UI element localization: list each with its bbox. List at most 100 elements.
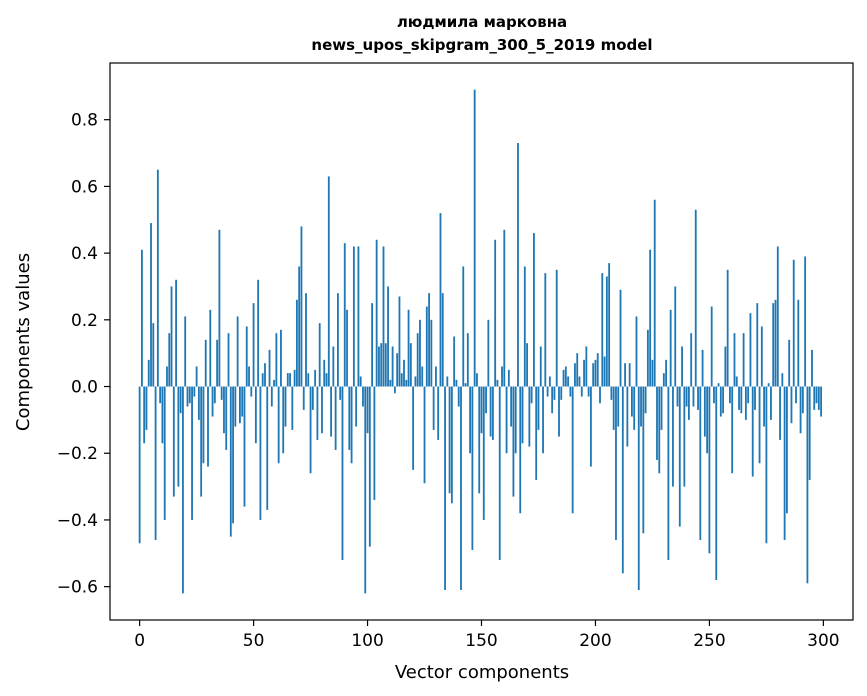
bar xyxy=(665,359,668,387)
bar xyxy=(213,386,216,404)
bar xyxy=(407,309,410,387)
bar xyxy=(605,276,608,387)
bar xyxy=(309,386,312,474)
bar xyxy=(542,386,544,454)
bar xyxy=(491,386,494,440)
bar xyxy=(571,386,574,514)
bar xyxy=(767,383,770,387)
bar xyxy=(245,326,248,387)
bar xyxy=(216,339,219,387)
bar xyxy=(644,386,647,414)
bar xyxy=(792,259,795,387)
bar xyxy=(273,379,276,387)
bar xyxy=(232,386,234,524)
bar xyxy=(450,386,453,504)
bar xyxy=(480,386,483,434)
bar xyxy=(482,386,485,520)
bar xyxy=(293,369,296,387)
bar xyxy=(633,386,636,430)
bar xyxy=(346,309,348,387)
bar xyxy=(785,386,788,514)
bar xyxy=(772,303,775,387)
y-tick-label: −0.2 xyxy=(57,444,98,464)
bar xyxy=(740,386,743,414)
bar xyxy=(699,386,702,540)
bar xyxy=(485,386,487,414)
bar xyxy=(289,373,291,387)
bar xyxy=(560,386,563,400)
bar xyxy=(441,293,444,387)
bar xyxy=(302,386,305,410)
y-axis-label: Components values xyxy=(13,253,34,431)
bar xyxy=(305,293,307,387)
bar xyxy=(476,373,478,387)
bar xyxy=(706,386,709,454)
bar xyxy=(204,339,207,387)
bar xyxy=(143,386,146,444)
bar xyxy=(444,386,446,590)
bar xyxy=(585,346,588,387)
bar xyxy=(806,386,809,584)
bar xyxy=(435,366,437,387)
bar xyxy=(432,386,435,430)
bars-group xyxy=(138,89,822,594)
bar xyxy=(681,346,683,387)
bar xyxy=(569,386,572,397)
bar xyxy=(391,346,394,387)
bar xyxy=(658,386,661,474)
bar xyxy=(779,386,781,440)
chart-subtitle: news_upos_skipgram_300_5_2019 model xyxy=(311,36,652,54)
bar xyxy=(539,346,542,387)
bar xyxy=(141,249,143,387)
bar xyxy=(562,369,565,387)
bar xyxy=(724,346,727,387)
bar xyxy=(662,373,665,387)
bar xyxy=(275,333,278,387)
bar xyxy=(147,359,150,387)
bar xyxy=(553,386,556,400)
bar xyxy=(387,286,389,387)
bar xyxy=(234,386,237,427)
bar xyxy=(701,349,704,387)
bar xyxy=(710,306,713,387)
bar xyxy=(200,386,203,497)
bar xyxy=(674,286,677,387)
x-tick-label: 250 xyxy=(693,631,725,651)
bar xyxy=(316,386,319,440)
bar xyxy=(589,386,592,467)
bar xyxy=(355,386,358,427)
bar xyxy=(592,363,595,387)
bar xyxy=(389,379,392,387)
bar xyxy=(138,386,141,544)
bar xyxy=(533,233,535,387)
bar xyxy=(555,269,558,387)
bar xyxy=(719,386,722,417)
bar xyxy=(742,333,745,387)
bar xyxy=(473,89,476,387)
bar xyxy=(350,386,353,464)
bar xyxy=(455,379,458,387)
bar xyxy=(250,386,253,397)
bar xyxy=(735,376,738,387)
bar xyxy=(220,386,223,400)
bar xyxy=(744,386,747,420)
bar xyxy=(717,383,720,387)
bar xyxy=(501,366,503,387)
bar xyxy=(801,386,804,414)
bar xyxy=(332,346,335,387)
bar xyxy=(781,373,784,387)
bar xyxy=(343,243,346,387)
bar xyxy=(352,246,355,387)
bar xyxy=(651,359,654,387)
bar xyxy=(195,366,198,387)
bar xyxy=(503,229,506,387)
bar xyxy=(366,386,369,434)
bar xyxy=(731,386,734,474)
bar xyxy=(400,373,403,387)
bar xyxy=(628,363,631,387)
bar xyxy=(687,386,690,420)
bar xyxy=(619,289,622,387)
bar xyxy=(337,293,339,387)
bar xyxy=(517,143,519,387)
bar xyxy=(453,336,456,387)
